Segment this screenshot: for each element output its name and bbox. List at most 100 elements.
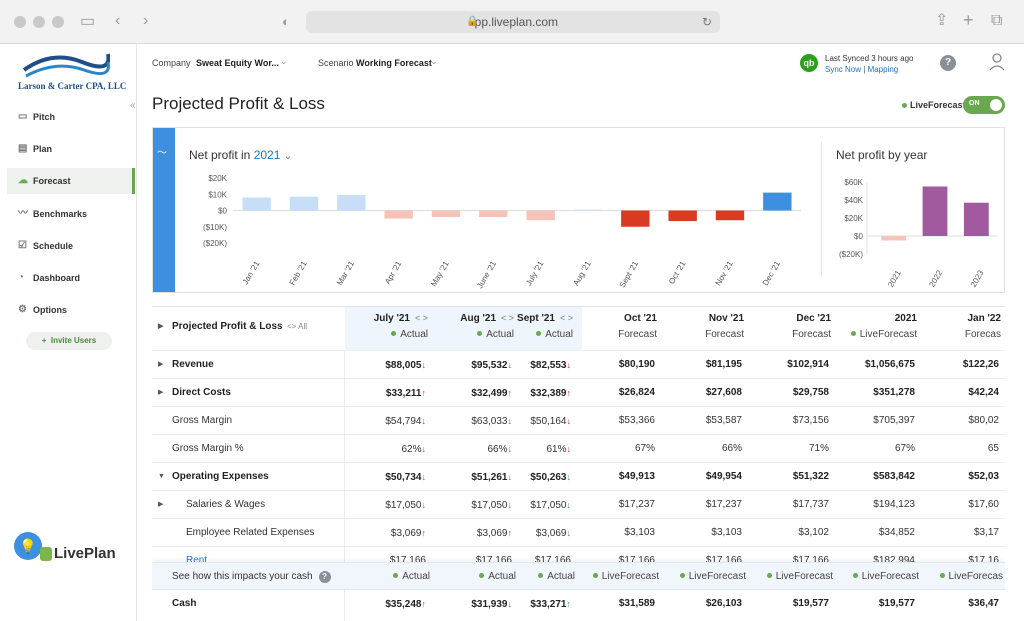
table-cell[interactable]: $54,794↓ — [385, 407, 426, 436]
table-cell[interactable]: $17,166 — [793, 547, 829, 575]
maximize-window-button[interactable] — [52, 16, 64, 28]
table-cell[interactable]: $3,069↑ — [391, 519, 426, 548]
table-cell[interactable]: $351,278 — [873, 379, 915, 407]
forward-icon[interactable]: › — [143, 12, 149, 29]
table-cell[interactable]: $17,166 — [535, 547, 571, 575]
table-cell[interactable]: $29,758 — [793, 379, 829, 407]
table-cell[interactable]: $3,102 — [798, 519, 829, 547]
sidebar-item-plan[interactable]: ▤ Plan — [7, 136, 135, 162]
table-cell[interactable]: 67% — [635, 435, 655, 463]
column-header[interactable]: Aug '21 < > Actual — [428, 307, 518, 350]
table-cell[interactable]: 61%↓ — [546, 435, 571, 464]
table-cell[interactable]: $26,103 — [706, 590, 742, 618]
monthly-bar[interactable] — [526, 210, 555, 221]
url-bar[interactable]: 🔒 app.liveplan.com ↻ — [306, 11, 720, 33]
table-cell[interactable]: 66% — [722, 435, 742, 463]
monthly-bar[interactable] — [668, 210, 697, 222]
table-cell[interactable]: $63,033↓ — [471, 407, 512, 436]
sidebar-item-pitch[interactable]: ▭ Pitch — [7, 104, 135, 130]
column-nav-arrows-icon[interactable]: < > — [559, 313, 573, 323]
table-cell[interactable]: $49,913 — [619, 463, 655, 491]
table-cell[interactable]: 71% — [809, 435, 829, 463]
sidebar-toggle-icon[interactable]: ▭ — [80, 13, 96, 30]
year-select[interactable]: 2021 — [253, 148, 281, 162]
chevron-down-icon[interactable]: ⌄ — [430, 56, 438, 66]
table-cell[interactable]: $50,734↓ — [385, 463, 426, 492]
yearly-bar[interactable] — [963, 202, 989, 236]
table-cell[interactable]: $95,532↓ — [471, 351, 512, 380]
table-cell[interactable]: $17,166 — [476, 547, 512, 575]
table-cell[interactable]: $80,02 — [968, 407, 999, 435]
column-nav-arrows-icon[interactable]: < > — [500, 313, 514, 323]
monthly-bar[interactable] — [715, 210, 745, 221]
table-cell[interactable]: $51,322 — [793, 463, 829, 491]
sidebar-item-schedule[interactable]: ☑ Schedule — [7, 233, 135, 259]
sidebar-item-options[interactable]: ⚙ Options — [7, 297, 135, 323]
table-cell[interactable]: 66%↓ — [487, 435, 512, 464]
monthly-bar[interactable] — [289, 196, 319, 211]
table-cell[interactable]: $17,60 — [968, 491, 999, 519]
table-cell[interactable]: $26,824 — [619, 379, 655, 407]
table-cell[interactable]: $49,954 — [706, 463, 742, 491]
table-cell[interactable]: $17,050↓ — [385, 491, 426, 520]
table-cell[interactable]: $17,166 — [619, 547, 655, 575]
table-cell[interactable]: $17,166 — [390, 547, 426, 575]
table-cell[interactable]: $53,587 — [706, 407, 742, 435]
help-icon[interactable]: ? — [940, 55, 956, 71]
column-nav-arrows-icon[interactable]: < > — [414, 313, 428, 323]
new-tab-icon[interactable]: + — [963, 10, 974, 30]
table-cell[interactable]: $17,237 — [706, 491, 742, 519]
table-cell[interactable]: $194,123 — [873, 491, 915, 519]
table-cell[interactable]: $73,156 — [793, 407, 829, 435]
sidebar-item-forecast[interactable]: ☁ Forecast — [7, 168, 135, 194]
column-header[interactable]: Nov '21 Forecast — [658, 307, 748, 350]
mapping-link[interactable]: Mapping — [867, 65, 899, 74]
scenario-select[interactable]: Working Forecast — [356, 58, 432, 68]
table-cell[interactable]: $31,589 — [619, 590, 655, 618]
column-header[interactable]: Dec '21 Forecast — [745, 307, 835, 350]
collapse-row-icon[interactable]: ▼ — [158, 473, 165, 480]
reload-icon[interactable]: ↻ — [701, 15, 712, 29]
table-cell[interactable]: $36,47 — [968, 590, 999, 618]
monthly-bar[interactable] — [337, 195, 366, 211]
table-cell[interactable]: $32,389↑ — [530, 379, 571, 408]
yearly-bar[interactable] — [881, 236, 907, 241]
table-cell[interactable]: $81,195 — [706, 351, 742, 379]
row-label[interactable]: Rent — [186, 555, 208, 566]
table-cell[interactable]: 65 — [988, 435, 999, 463]
share-icon[interactable]: ⇪ — [935, 12, 949, 29]
table-cell[interactable]: $122,26 — [963, 351, 999, 379]
chevron-down-icon[interactable]: ⌄ — [283, 151, 293, 162]
sidebar-item-benchmarks[interactable]: 〰 Benchmarks — [7, 201, 135, 227]
table-cell[interactable]: $17,237 — [619, 491, 655, 519]
table-cell[interactable]: $19,577 — [879, 590, 915, 618]
lightbulb-help-icon[interactable]: 💡 — [14, 532, 42, 560]
monthly-bar[interactable] — [384, 210, 413, 219]
expand-row-icon[interactable]: ▶ — [158, 389, 164, 396]
user-profile-icon[interactable] — [989, 53, 1005, 71]
table-cell[interactable]: $3,069↑ — [477, 519, 512, 548]
invite-users-button[interactable]: + Invite Users — [26, 332, 112, 350]
table-cell[interactable]: $33,271↑ — [530, 590, 571, 619]
liveforecast-toggle[interactable]: ON — [963, 96, 1005, 114]
chevron-down-icon[interactable]: ⌄ — [280, 56, 288, 66]
table-cell[interactable]: $583,842 — [873, 463, 915, 491]
back-icon[interactable]: ‹ — [115, 12, 121, 29]
column-header[interactable]: Sept '21 < > Actual — [487, 307, 577, 350]
table-cell[interactable]: $17,050↓ — [471, 491, 512, 520]
table-cell[interactable]: $82,553↓ — [530, 351, 571, 380]
table-cell[interactable]: $19,577 — [793, 590, 829, 618]
table-cell[interactable]: $102,914 — [787, 351, 829, 379]
close-window-button[interactable] — [14, 16, 26, 28]
table-cell[interactable]: $1,056,675 — [865, 351, 915, 379]
table-cell[interactable]: $17,166 — [706, 547, 742, 575]
table-cell[interactable]: $35,248↑ — [385, 590, 426, 619]
table-cell[interactable]: $88,005↓ — [385, 351, 426, 380]
table-cell[interactable]: $182,994 — [873, 547, 915, 575]
table-cell[interactable]: $17,737 — [793, 491, 829, 519]
column-header[interactable]: July '21 < > Actual — [342, 307, 432, 350]
monthly-bar[interactable] — [573, 209, 603, 211]
column-header[interactable]: 2021 LiveForecast — [831, 307, 921, 350]
sync-now-link[interactable]: Sync Now — [825, 65, 862, 74]
monthly-bar[interactable] — [621, 210, 650, 227]
